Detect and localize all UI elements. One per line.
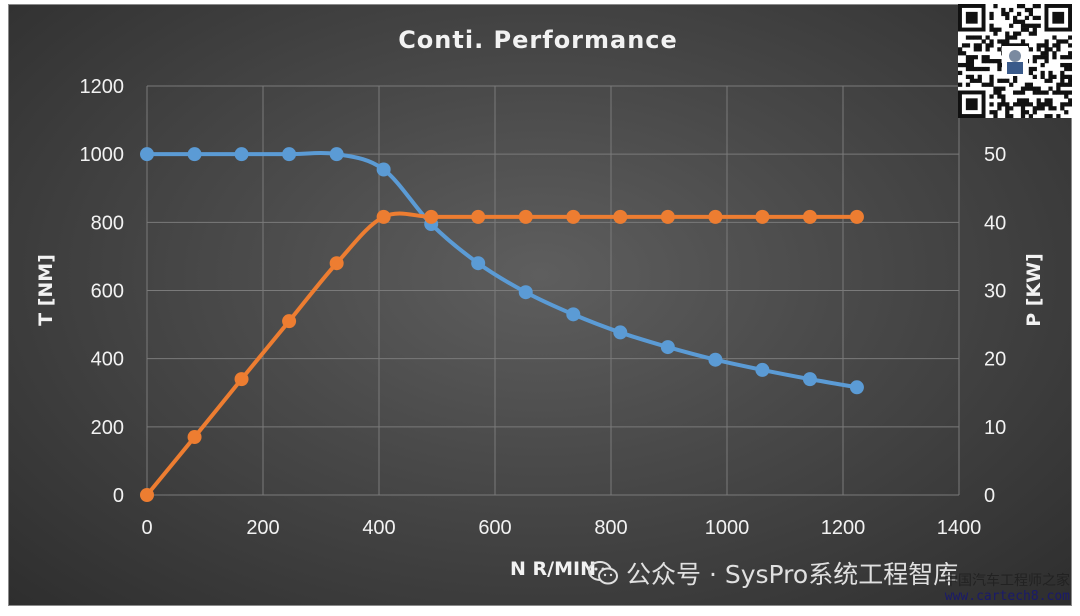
qr-code-icon xyxy=(958,4,1073,119)
x-tick-label: 800 xyxy=(594,517,627,539)
wechat-icon xyxy=(588,561,618,585)
data-point xyxy=(234,372,249,387)
data-point xyxy=(140,488,154,502)
data-point xyxy=(660,209,675,224)
site-watermark: 中国汽车工程师之家 www.cartech8.com xyxy=(930,573,1070,605)
site-name: 中国汽车工程师之家 xyxy=(944,573,1070,589)
series-left xyxy=(140,147,864,395)
y-left-tick-label: 0 xyxy=(113,485,124,507)
data-point xyxy=(613,325,628,340)
data-point xyxy=(802,372,817,387)
series-layer xyxy=(140,147,864,502)
series-line xyxy=(145,151,859,390)
y-right-tick-label: 30 xyxy=(984,281,1006,303)
y-right-axis-title: P [KW] xyxy=(1023,253,1045,327)
grid xyxy=(146,85,960,496)
x-tick-label: 1200 xyxy=(821,517,866,539)
y-left-tick-label: 400 xyxy=(91,349,124,371)
series-line xyxy=(145,211,859,497)
data-point xyxy=(187,430,202,445)
x-axis-ticks: 0 200 400 600 800 1000 1200 1400 xyxy=(141,517,981,539)
data-point xyxy=(282,147,297,162)
x-tick-label: 200 xyxy=(246,517,279,539)
y-right-tick-label: 40 xyxy=(984,212,1006,234)
watermark: 公众号 · SysPro系统工程智库 xyxy=(588,556,958,590)
x-tick-label: 600 xyxy=(478,517,511,539)
y-right-tick-label: 20 xyxy=(984,349,1006,371)
data-point xyxy=(518,285,533,300)
data-point xyxy=(566,307,581,322)
x-tick-label: 0 xyxy=(141,517,152,539)
data-point xyxy=(708,209,723,224)
chart-title: Conti. Performance xyxy=(398,26,678,54)
data-point xyxy=(566,209,581,224)
site-url: www.cartech8.com xyxy=(944,589,1070,604)
y-right-tick-label: 50 xyxy=(984,144,1006,166)
x-tick-label: 1000 xyxy=(705,517,750,539)
data-point xyxy=(376,209,391,224)
y-left-tick-label: 800 xyxy=(91,212,124,234)
series-right xyxy=(140,209,864,502)
data-point xyxy=(234,147,249,162)
data-point xyxy=(802,209,817,224)
y-left-tick-label: 1200 xyxy=(80,76,125,98)
data-point xyxy=(329,147,344,162)
y-right-tick-label: 10 xyxy=(984,417,1006,439)
data-point xyxy=(613,209,628,224)
watermark-text: 公众号 · SysPro系统工程智库 xyxy=(626,560,959,589)
data-point xyxy=(849,380,864,395)
data-point xyxy=(282,314,297,329)
y-left-tick-label: 200 xyxy=(91,417,124,439)
x-tick-label: 1400 xyxy=(937,517,982,539)
y-left-axis-ticks: 0 200 400 600 800 1000 1200 xyxy=(80,76,125,507)
data-point xyxy=(755,209,770,224)
data-point xyxy=(660,340,675,355)
data-point xyxy=(518,209,533,224)
chart-frame xyxy=(8,4,1072,606)
y-right-axis-ticks: 0 10 20 30 40 50 xyxy=(984,144,1006,507)
data-point xyxy=(471,209,486,224)
data-point xyxy=(708,352,723,367)
y-left-axis-title: T [NM] xyxy=(35,254,57,326)
data-point xyxy=(329,256,344,271)
y-right-tick-label: 0 xyxy=(984,485,995,507)
data-point xyxy=(471,256,486,271)
y-left-tick-label: 600 xyxy=(91,281,124,303)
x-axis-title: N R/MIN xyxy=(510,558,596,580)
data-point xyxy=(849,209,864,224)
data-point xyxy=(187,147,202,162)
y-left-tick-label: 1000 xyxy=(80,144,125,166)
data-point xyxy=(424,209,439,224)
data-point xyxy=(755,362,770,377)
data-point xyxy=(376,162,391,177)
data-point xyxy=(140,147,154,162)
x-tick-label: 400 xyxy=(362,517,395,539)
